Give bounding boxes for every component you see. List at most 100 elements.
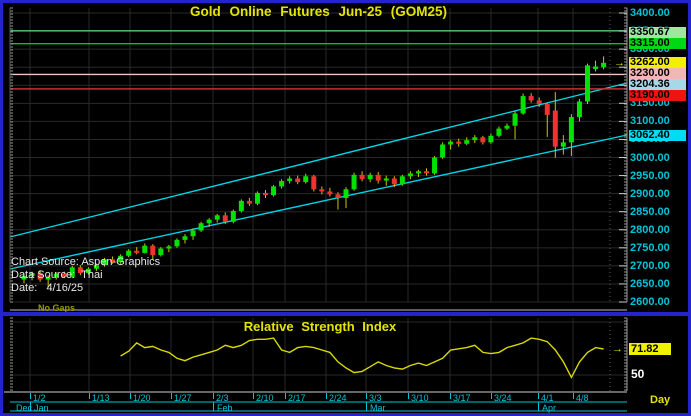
candle-body-4/14 <box>585 65 590 102</box>
price-scale-label-2850.00: 2850.00 <box>630 205 670 218</box>
month-label-Jan: Jan <box>34 403 49 413</box>
rsi-scale-label-50: 50 <box>631 367 645 381</box>
date-tick-label-1/2: 1/2 <box>33 393 46 403</box>
candle-body-1/15 <box>93 265 99 269</box>
candle-body-2/19 <box>279 180 285 187</box>
candle-body-1/7 <box>45 277 51 280</box>
month-label-Dec: Dec <box>16 403 33 413</box>
interval-day-label[interactable]: Day <box>650 394 671 406</box>
price-scale-label-2800.00: 2800.00 <box>630 223 670 236</box>
candle-body-1/10 <box>69 267 75 277</box>
date-tick-label-3/24: 3/24 <box>494 393 512 403</box>
candle-body-3/19 <box>440 144 446 158</box>
candle-body-2/4 <box>198 223 204 231</box>
date-tick <box>171 393 172 399</box>
chart-source-annotation: Chart Source: Aspen-Graphics <box>11 256 161 268</box>
price-tag-3230.00[interactable]: 3230.00 <box>629 68 686 79</box>
price-tag-3315.00[interactable]: 3315.00 <box>629 38 686 49</box>
panel-separator <box>0 312 691 316</box>
candle-body-2/5 <box>206 219 212 224</box>
trend-channel-lower <box>9 134 628 270</box>
date-tick-label-2/24: 2/24 <box>329 393 347 403</box>
candle-body-4/15 <box>593 66 599 69</box>
candle-body-1/28 <box>158 248 164 256</box>
candle-body-1/13 <box>77 267 83 274</box>
candle-body-2/13 <box>254 192 260 204</box>
candle-body-2/10 <box>230 210 236 222</box>
price-tag-3262.00[interactable]: 3262.00 <box>629 57 686 68</box>
candle-body-4/3 <box>528 96 534 101</box>
price-scale-label-2650.00: 2650.00 <box>630 277 670 290</box>
candle-body-2/27 <box>327 191 333 195</box>
date-tick-label-2/3: 2/3 <box>216 393 229 403</box>
date-tick <box>573 393 574 399</box>
date-tick <box>366 393 367 399</box>
window-border-left <box>0 0 3 416</box>
candle-body-3/27 <box>488 135 494 143</box>
candle-body-3/4 <box>351 174 357 190</box>
price-tag-3062.40[interactable]: 3062.40 <box>629 130 686 141</box>
window-border-top <box>0 0 691 3</box>
candle-body-1/8 <box>53 273 59 278</box>
candle-body-3/28 <box>496 128 502 136</box>
month-label-Feb: Feb <box>217 403 233 413</box>
candle-body-3/31 <box>504 125 510 129</box>
rsi-arrow-icon: → <box>612 343 623 355</box>
date-annotation: Date: 4/16/25 <box>11 282 84 294</box>
candle-body-3/20 <box>448 141 454 145</box>
price-tag-3204.36[interactable]: 3204.36 <box>629 79 686 90</box>
candle-body-2/7 <box>222 215 228 222</box>
candle-body-1/22 <box>126 250 132 256</box>
candle-body-4/9 <box>560 142 566 147</box>
window-border-right <box>688 0 691 416</box>
date-tick-label-3/17: 3/17 <box>453 393 471 403</box>
candle-body-2/28 <box>335 194 341 198</box>
price-scale-label-2750.00: 2750.00 <box>630 241 670 254</box>
candle-body-2/6 <box>214 215 220 220</box>
date-tick-label-1/13: 1/13 <box>92 393 110 403</box>
candle-body-3/26 <box>480 137 486 143</box>
date-tick-label-2/10: 2/10 <box>256 393 274 403</box>
date-tick <box>130 393 131 399</box>
candle-body-3/7 <box>375 174 381 181</box>
candle-body-2/24 <box>303 176 309 183</box>
candle-body-1/29 <box>166 246 172 249</box>
candle-body-2/12 <box>246 200 252 204</box>
date-tick <box>285 393 286 399</box>
date-tick <box>253 393 254 399</box>
date-tick <box>213 393 214 399</box>
candle-body-3/5 <box>359 174 365 180</box>
candle-body-2/18 <box>271 186 277 196</box>
price-tag-3190.00[interactable]: 3190.00 <box>629 90 686 101</box>
candle-body-3/17 <box>424 171 429 174</box>
date-tick <box>30 393 31 399</box>
candle-body-4/7 <box>544 104 550 115</box>
candle-body-2/14 <box>263 192 268 196</box>
date-tick <box>538 393 539 399</box>
candle-body-1/23 <box>134 250 140 253</box>
month-label-Mar: Mar <box>370 403 386 413</box>
candle-body-1/30 <box>174 239 180 247</box>
candle-body-1/31 <box>182 236 188 240</box>
date-tick <box>450 393 451 399</box>
candle-body-3/25 <box>472 137 478 141</box>
candle-body-1/24 <box>142 245 148 253</box>
price-scale-label-2600.00: 2600.00 <box>630 296 670 308</box>
candle-body-1/17 <box>110 259 116 263</box>
date-tick <box>491 393 492 399</box>
candle-body-2/26 <box>319 189 325 192</box>
month-tick <box>538 402 539 411</box>
candle-body-3/11 <box>391 178 397 185</box>
candle-body-4/4 <box>536 100 542 105</box>
candle-body-1/27 <box>150 245 156 256</box>
data-source-annotation: Data Source: Thai <box>11 269 103 281</box>
price-tag-3350.67[interactable]: 3350.67 <box>629 27 686 38</box>
date-tick <box>326 393 327 399</box>
candle-body-2/21 <box>295 178 301 183</box>
candle-body-3/10 <box>383 178 389 181</box>
month-tick <box>366 402 367 411</box>
candle-body-1/14 <box>85 268 91 274</box>
trend-channel-upper <box>9 82 628 238</box>
